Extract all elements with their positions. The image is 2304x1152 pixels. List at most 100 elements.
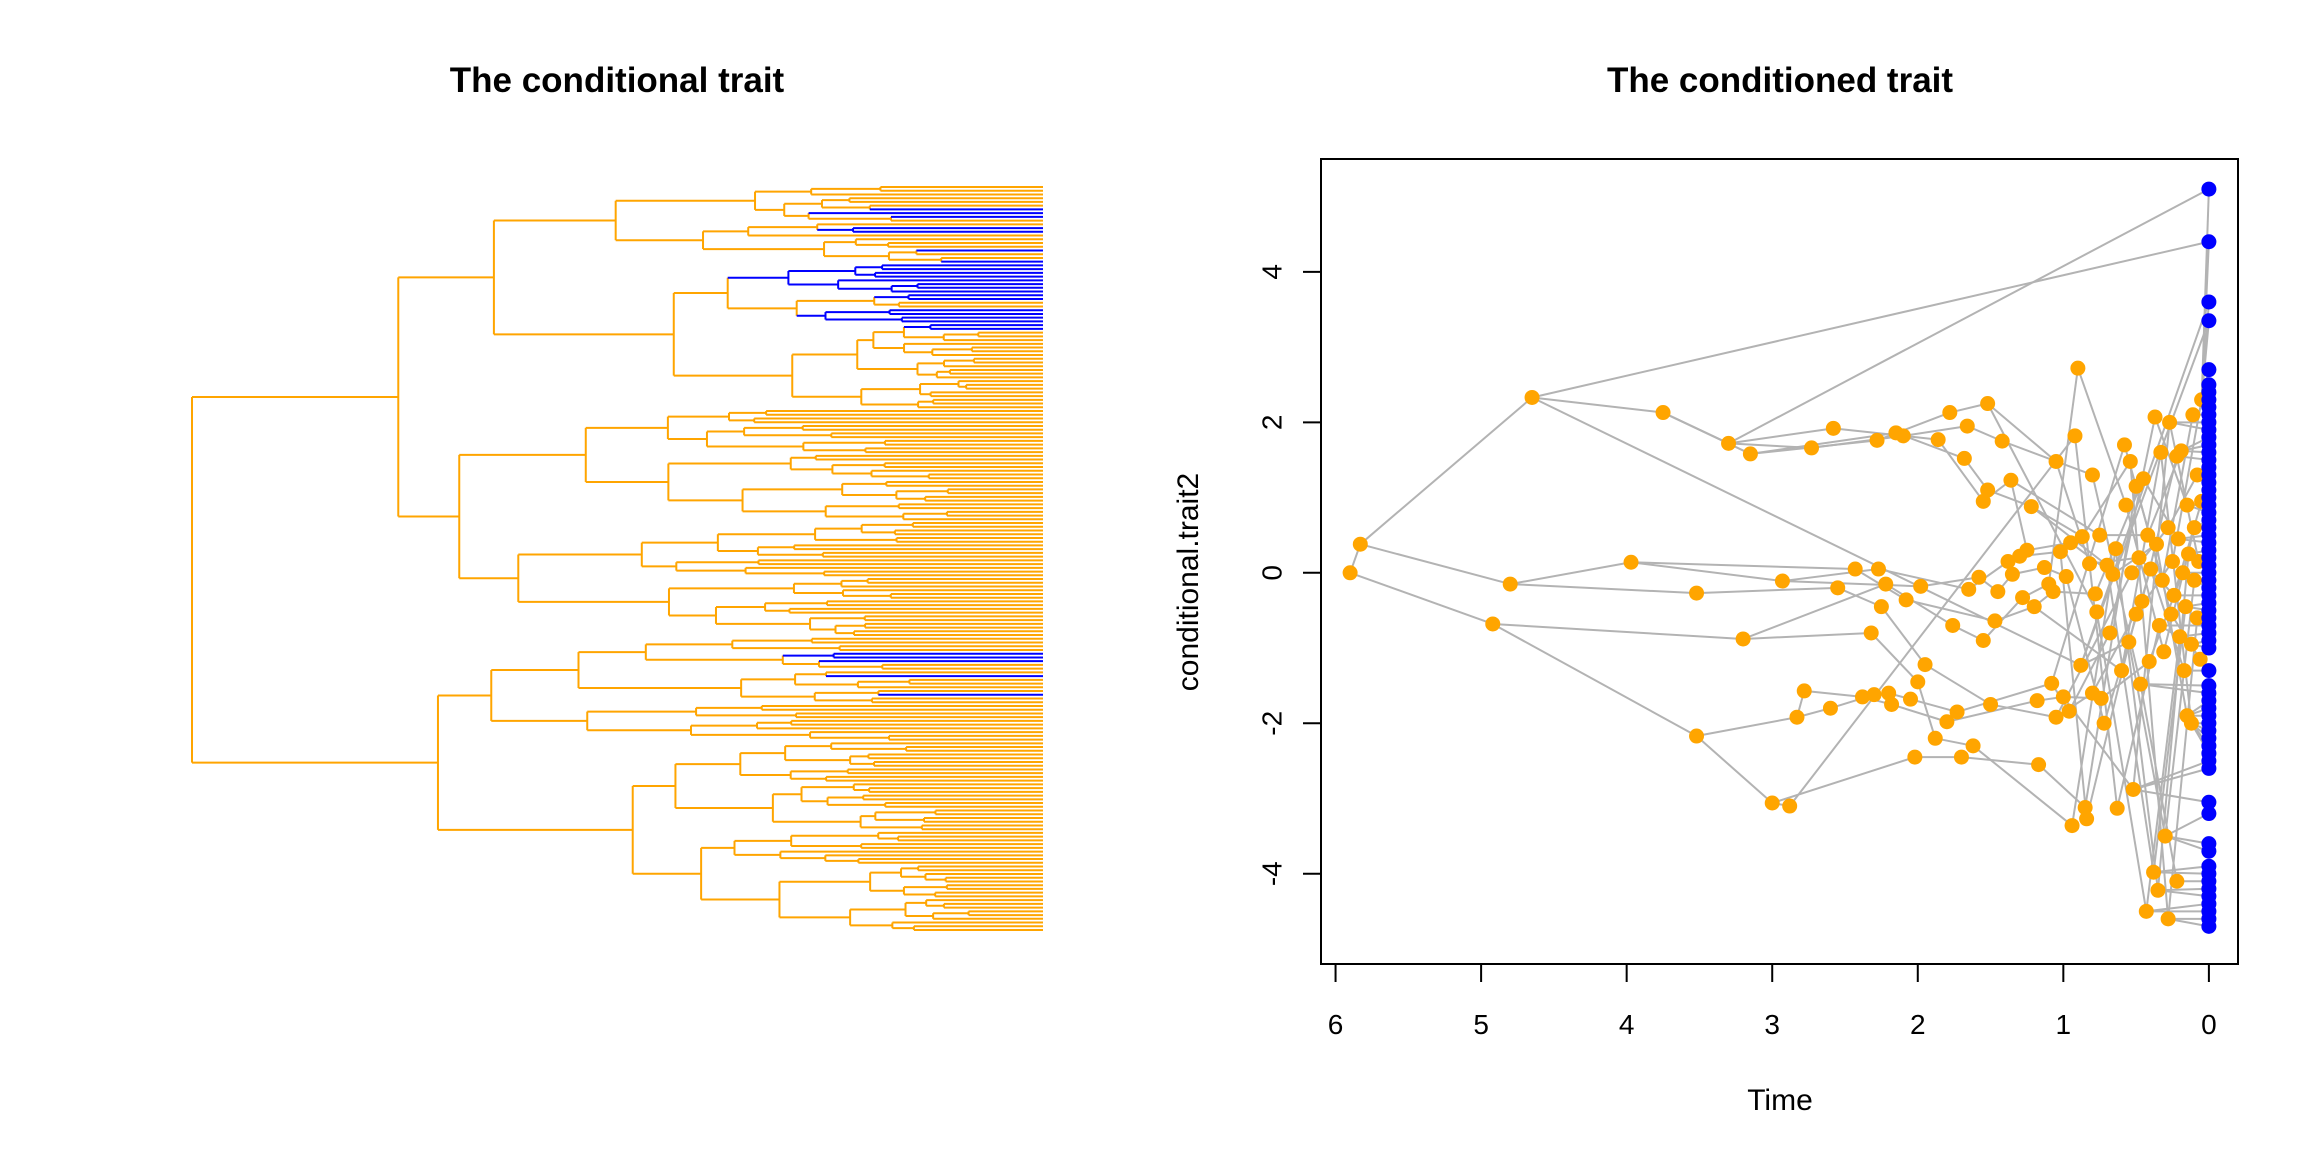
edge-line <box>2076 367 2127 506</box>
internal-node-point <box>1980 396 1996 412</box>
tree-title: The conditional trait <box>450 61 785 100</box>
tip-point <box>2201 362 2217 378</box>
internal-node-point <box>1983 696 1999 712</box>
internal-node-point <box>1949 704 1965 720</box>
internal-node-point <box>2077 800 2093 816</box>
internal-node-point <box>1965 738 1981 754</box>
internal-node-point <box>2087 586 2103 602</box>
internal-node-point <box>2092 527 2108 543</box>
edge-line <box>2146 902 2210 913</box>
internal-node-point <box>1990 584 2006 600</box>
edge-line <box>1990 703 2057 719</box>
internal-node-point <box>2048 453 2064 469</box>
internal-node-point <box>2061 703 2077 719</box>
internal-node-point <box>2157 828 2173 844</box>
internal-node-point <box>2118 497 2134 513</box>
internal-node-point <box>2165 554 2180 569</box>
internal-node-point <box>2000 554 2016 569</box>
tip-point <box>2201 640 2217 656</box>
edge-line <box>1728 188 2210 445</box>
edge-line <box>1880 606 1926 666</box>
internal-node-point <box>2045 584 2061 600</box>
internal-node-point <box>2186 572 2202 588</box>
internal-node-point <box>1502 576 1518 592</box>
edge-line <box>2132 759 2210 791</box>
internal-node-point <box>1930 432 1946 448</box>
internal-node-point <box>2162 414 2178 430</box>
edge-line <box>2009 480 2028 551</box>
edge-line <box>1631 561 1856 571</box>
tip-point <box>2201 181 2217 197</box>
phylogenetic-tree <box>191 186 1043 931</box>
edge-line <box>1771 756 1916 804</box>
internal-node-point <box>2089 604 2105 620</box>
internal-node-point <box>1959 418 1975 434</box>
internal-node-point <box>1822 700 1838 716</box>
internal-node-point <box>2116 437 2132 453</box>
edge-line <box>1804 689 1863 698</box>
internal-node-point <box>2176 663 2192 679</box>
internal-node-point <box>2093 690 2109 706</box>
internal-node-point <box>1623 554 1639 570</box>
internal-node-point <box>1956 450 1972 466</box>
internal-node-point <box>2160 911 2176 927</box>
internal-node-point <box>1971 569 1987 585</box>
x-tick-label: 5 <box>1473 1009 1489 1040</box>
edge-line <box>1360 543 1511 586</box>
internal-node-point <box>1847 561 1863 577</box>
internal-node-point <box>2183 715 2199 731</box>
edge-line <box>2095 611 2148 912</box>
internal-node-point <box>1987 613 2003 629</box>
internal-node-point <box>2150 882 2166 898</box>
internal-node-point <box>1524 389 1540 405</box>
internal-node-point <box>2173 443 2189 459</box>
edge-line <box>2157 889 2210 898</box>
scatter-tip-points <box>2201 181 2217 934</box>
edge-line <box>2080 641 2130 667</box>
internal-node-point <box>1655 405 1671 421</box>
internal-node-point <box>2108 541 2124 557</box>
y-tick-label: -2 <box>1257 711 1288 736</box>
internal-node-point <box>2192 651 2208 667</box>
edge-line <box>1743 631 1872 640</box>
tip-point <box>2201 918 2217 934</box>
internal-node-point <box>2122 453 2138 469</box>
scatter-title: The conditioned trait <box>1607 61 1953 100</box>
edge-line <box>2167 617 2199 919</box>
internal-node-point <box>2178 599 2194 615</box>
internal-node-point <box>2079 811 2095 827</box>
edge-line <box>2130 527 2169 574</box>
edge-line <box>1359 396 1533 545</box>
edge-line <box>1695 735 1773 804</box>
internal-node-point <box>2096 715 2112 731</box>
internal-node-point <box>1870 561 1886 577</box>
internal-node-point <box>2160 520 2176 536</box>
internal-node-point <box>1804 440 1820 456</box>
internal-node-point <box>2003 472 2019 488</box>
edge-line <box>1972 745 2073 827</box>
edge-line <box>1510 583 1697 595</box>
internal-node-point <box>1881 685 1897 701</box>
internal-node-point <box>1342 565 1358 581</box>
internal-node-point <box>2170 531 2186 547</box>
internal-node-point <box>2105 566 2121 582</box>
internal-node-point <box>1975 493 1991 509</box>
internal-node-point <box>1927 730 1943 746</box>
internal-node-point <box>1961 581 1977 597</box>
x-tick-label: 3 <box>1764 1009 1780 1040</box>
internal-node-point <box>2186 520 2202 536</box>
x-axis: 6 5 4 3 2 1 0 <box>1328 963 2217 1040</box>
edge-line <box>1920 576 1980 588</box>
internal-node-point <box>2026 599 2042 615</box>
edge-line <box>2153 871 2209 875</box>
tip-point <box>2201 843 2217 859</box>
x-tick-label: 1 <box>2056 1009 2072 1040</box>
internal-node-point <box>2023 499 2039 515</box>
internal-node-point <box>2179 497 2195 513</box>
edge-line <box>1968 560 2009 591</box>
edge-line <box>1742 583 1887 640</box>
internal-node-point <box>2138 903 2154 919</box>
edge-line <box>1531 240 2210 399</box>
internal-node-point <box>1863 625 1879 641</box>
